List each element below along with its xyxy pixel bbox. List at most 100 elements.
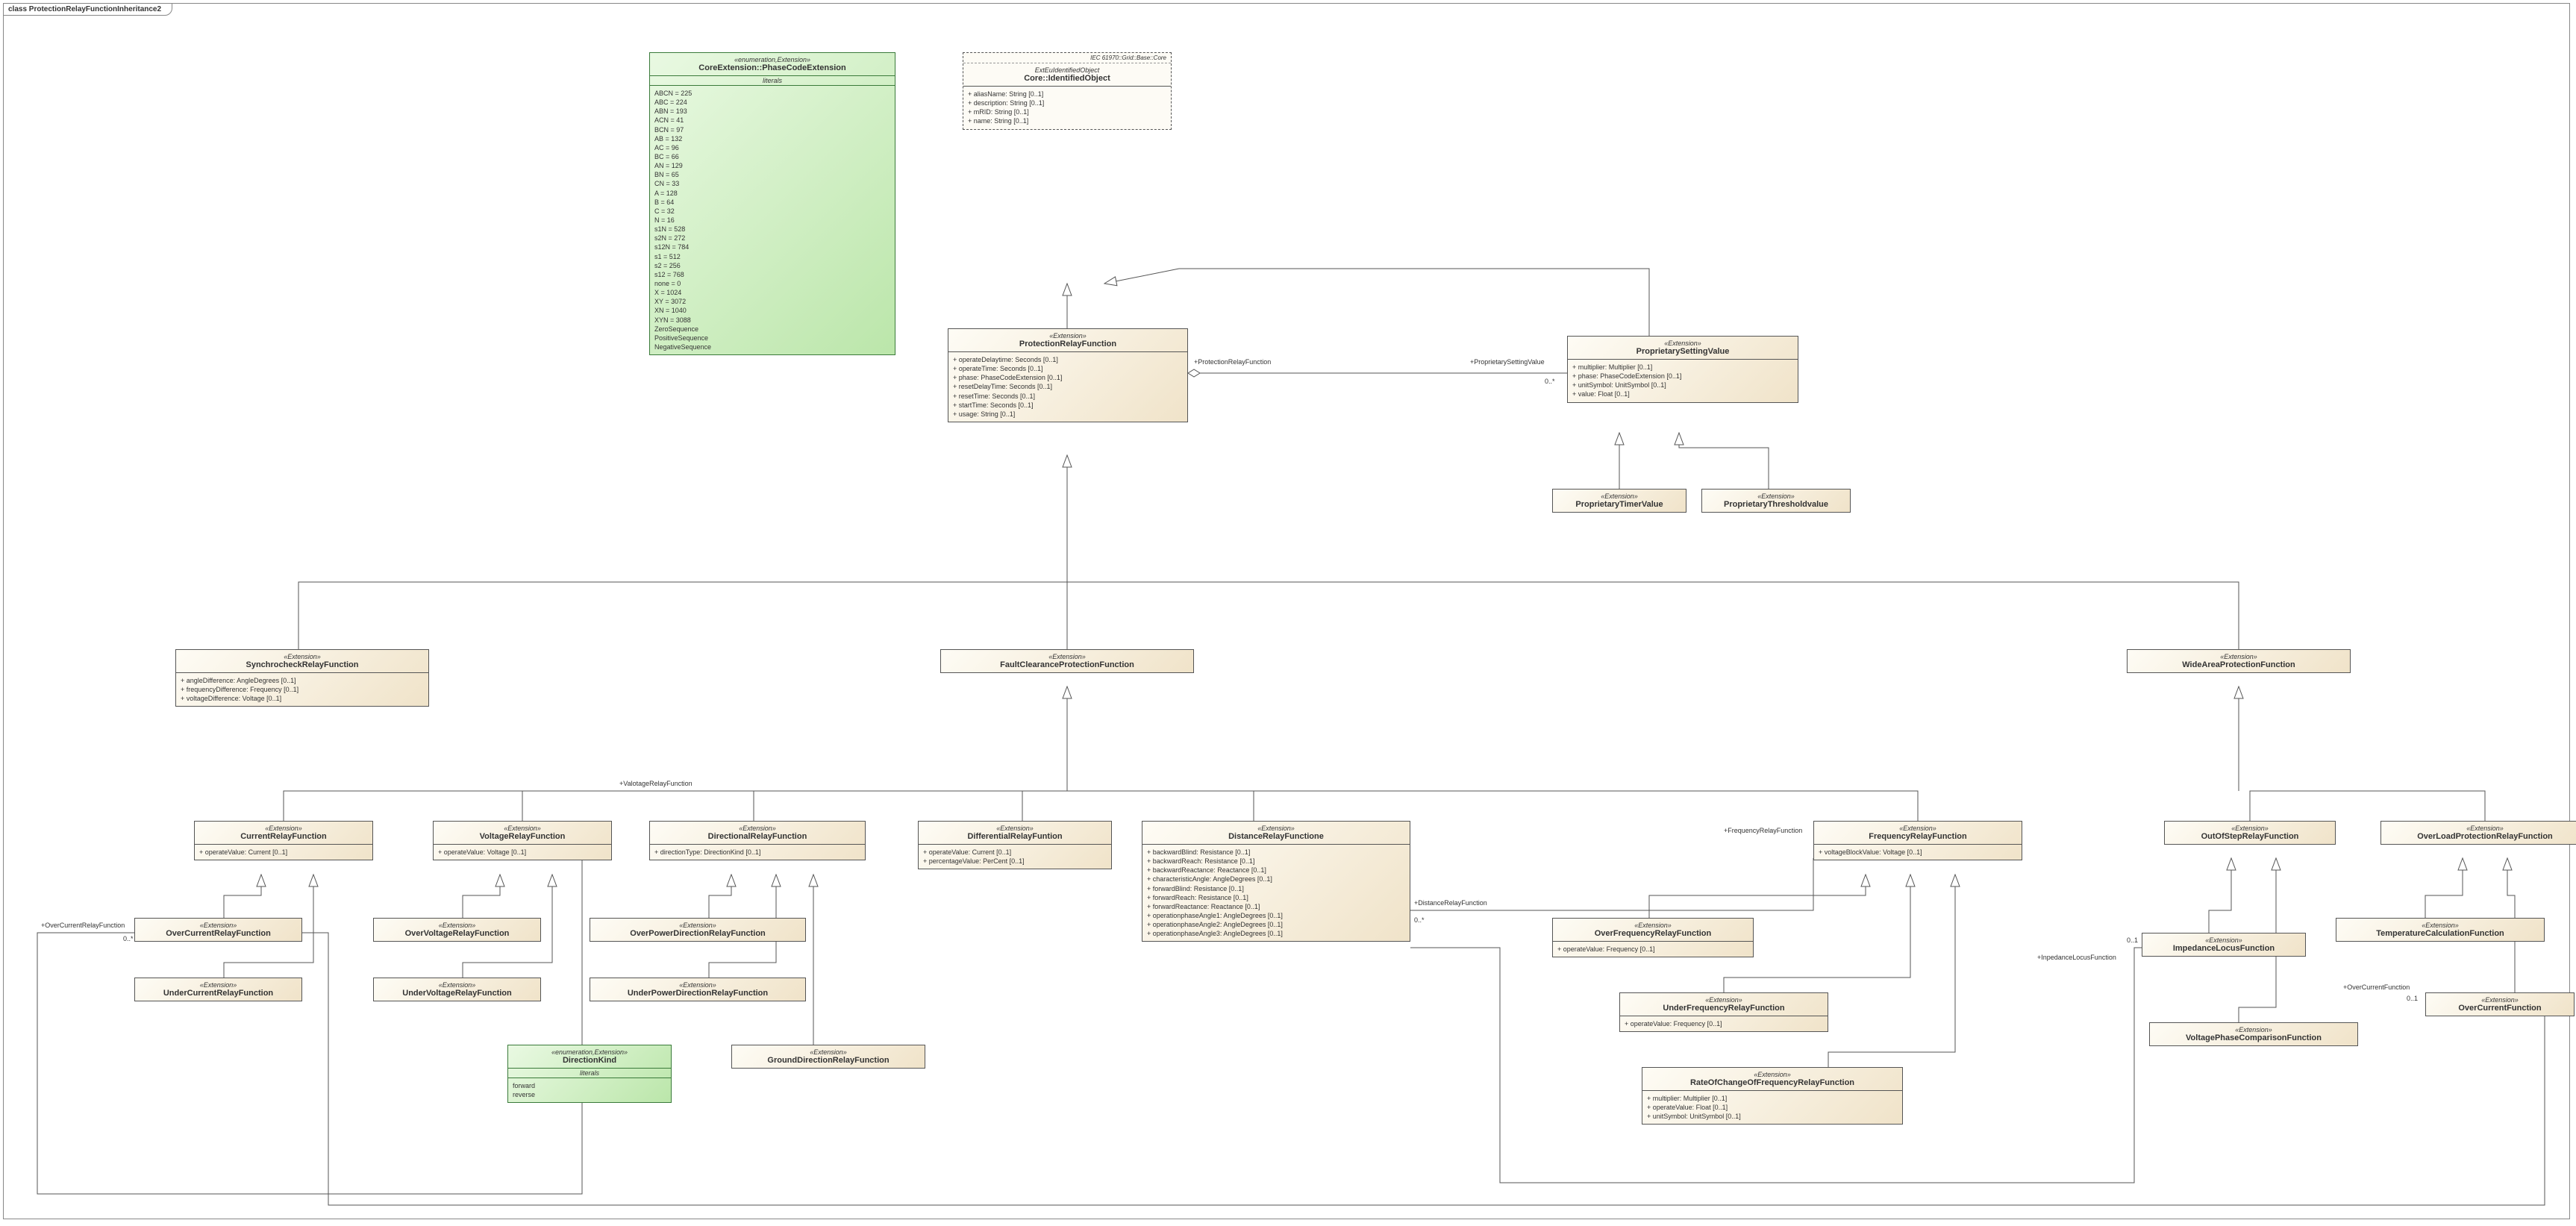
attrs: + multiplier: Multiplier [0..1]+ operate… bbox=[1642, 1091, 1902, 1124]
list-item: NegativeSequence bbox=[654, 343, 890, 351]
stereo: «Extension» bbox=[2169, 825, 2330, 832]
list-item: + angleDifference: AngleDegrees [0..1] bbox=[181, 676, 424, 685]
list-item: + backwardBlind: Resistance [0..1] bbox=[1147, 848, 1405, 857]
list-item: + backwardReach: Resistance [0..1] bbox=[1147, 857, 1405, 866]
class-underfrequencyrelay: «Extension» UnderFrequencyRelayFunction … bbox=[1619, 992, 1828, 1032]
name: Core::IdentifiedObject bbox=[968, 74, 1166, 83]
list-item: BN = 65 bbox=[654, 170, 890, 179]
list-item: AN = 129 bbox=[654, 161, 890, 170]
stereo: «enumeration,Extension» bbox=[513, 1048, 666, 1056]
list-item: s1N = 528 bbox=[654, 225, 890, 234]
list-item: XN = 1040 bbox=[654, 306, 890, 315]
list-item: ABN = 193 bbox=[654, 107, 890, 116]
list-item: AB = 132 bbox=[654, 134, 890, 143]
stereo: «enumeration,Extension» bbox=[654, 56, 890, 63]
stereo: «Extension» bbox=[1625, 996, 1823, 1004]
section: literals bbox=[508, 1069, 671, 1078]
role-psv-mult: 0..* bbox=[1545, 378, 1555, 385]
list-item: + voltageDifference: Voltage [0..1] bbox=[181, 694, 424, 703]
class-outofstep: «Extension» OutOfStepRelayFunction bbox=[2164, 821, 2336, 845]
role-prf: +ProtectionRelayFunction bbox=[1194, 358, 1271, 366]
stereo: «Extension» bbox=[378, 922, 536, 929]
class-proprietarythresholdvalue: «Extension» ProprietaryThresholdvalue bbox=[1701, 489, 1851, 513]
enum-phasecodeextension: «enumeration,Extension» CoreExtension::P… bbox=[649, 52, 895, 355]
list-item: BCN = 97 bbox=[654, 125, 890, 134]
list-item: + aliasName: String [0..1] bbox=[968, 90, 1166, 98]
class-impedancelocus: «Extension» ImpedanceLocusFunction bbox=[2142, 933, 2306, 957]
class-currentrelay: «Extension» CurrentRelayFunction + opera… bbox=[194, 821, 373, 860]
list-item: + operateValue: Current [0..1] bbox=[199, 848, 368, 857]
attrs: + multiplier: Multiplier [0..1]+ phase: … bbox=[1568, 360, 1798, 402]
attrs: + directionType: DirectionKind [0..1] bbox=[650, 845, 865, 860]
class-overcurrentrelay: «Extension» OverCurrentRelayFunction bbox=[134, 918, 302, 942]
list-item: none = 0 bbox=[654, 279, 890, 288]
name: VoltagePhaseComparisonFunction bbox=[2154, 1033, 2353, 1042]
literals: forwardreverse bbox=[508, 1078, 671, 1102]
role-impedance-locus-mult: 0..1 bbox=[2127, 936, 2138, 944]
class-underpowerdirection: «Extension» UnderPowerDirectionRelayFunc… bbox=[590, 978, 806, 1001]
class-faultclearance: «Extension» FaultClearanceProtectionFunc… bbox=[940, 649, 1194, 673]
list-item: BC = 66 bbox=[654, 152, 890, 161]
class-rateofchangefrequency: «Extension» RateOfChangeOfFrequencyRelay… bbox=[1642, 1067, 1903, 1125]
name: GroundDirectionRelayFunction bbox=[737, 1056, 920, 1065]
list-item: + forwardBlind: Resistance [0..1] bbox=[1147, 884, 1405, 893]
pkg: IEC 61970::Grid::Base::Core bbox=[963, 53, 1171, 63]
list-item: + value: Float [0..1] bbox=[1572, 390, 1793, 398]
list-item: s12 = 768 bbox=[654, 270, 890, 279]
stereo: «Extension» bbox=[2147, 936, 2301, 944]
role-distance-relay: +DistanceRelayFunction bbox=[1414, 899, 1487, 907]
list-item: PositiveSequence bbox=[654, 334, 890, 343]
attrs: + operateValue: Voltage [0..1] bbox=[434, 845, 611, 860]
list-item: + operationphaseAngle3: AngleDegrees [0.… bbox=[1147, 929, 1405, 938]
name: ImpedanceLocusFunction bbox=[2147, 944, 2301, 953]
list-item: + unitSymbol: UnitSymbol [0..1] bbox=[1572, 381, 1793, 390]
list-item: + resetDelayTime: Seconds [0..1] bbox=[953, 382, 1183, 391]
class-undervoltagerelay: «Extension» UnderVoltageRelayFunction bbox=[373, 978, 541, 1001]
name: ProtectionRelayFunction bbox=[953, 340, 1183, 348]
list-item: + operateTime: Seconds [0..1] bbox=[953, 364, 1183, 373]
list-item: ACN = 41 bbox=[654, 116, 890, 125]
stereo: «Extension» bbox=[181, 653, 424, 660]
stereo: «Extension» bbox=[199, 825, 368, 832]
list-item: + characteristicAngle: AngleDegrees [0..… bbox=[1147, 875, 1405, 883]
class-proprietarytimervalue: «Extension» ProprietaryTimerValue bbox=[1552, 489, 1686, 513]
stereo: «Extension» bbox=[1707, 492, 1845, 500]
list-item: XYN = 3088 bbox=[654, 316, 890, 325]
name: ProprietaryTimerValue bbox=[1557, 500, 1681, 509]
list-item: + directionType: DirectionKind [0..1] bbox=[654, 848, 860, 857]
name: DirectionalRelayFunction bbox=[654, 832, 860, 841]
stereo: «Extension» bbox=[1572, 340, 1793, 347]
role-overcurrent-func: +OverCurrentFunction bbox=[2343, 983, 2410, 991]
name: UnderCurrentRelayFunction bbox=[140, 989, 297, 998]
name: ProprietarySettingValue bbox=[1572, 347, 1793, 356]
class-protectionrelayfunction: «Extension» ProtectionRelayFunction + op… bbox=[948, 328, 1188, 422]
role-overcurrent-func-mult: 0..1 bbox=[2407, 995, 2418, 1002]
enum-directionkind: «enumeration,Extension» DirectionKind li… bbox=[507, 1045, 672, 1103]
literals: ABCN = 225ABC = 224ABN = 193ACN = 41BCN … bbox=[650, 86, 895, 354]
name: ProprietaryThresholdvalue bbox=[1707, 500, 1845, 509]
attrs: + voltageBlockValue: Voltage [0..1] bbox=[1814, 845, 2022, 860]
list-item: CN = 33 bbox=[654, 179, 890, 188]
name: TemperatureCalculationFunction bbox=[2341, 929, 2539, 938]
stereo: «Extension» bbox=[595, 981, 801, 989]
stereo: «Extension» bbox=[140, 981, 297, 989]
list-item: + unitSymbol: UnitSymbol [0..1] bbox=[1647, 1112, 1898, 1121]
stereo: «Extension» bbox=[595, 922, 801, 929]
list-item: X = 1024 bbox=[654, 288, 890, 297]
list-item: + phase: PhaseCodeExtension [0..1] bbox=[953, 373, 1183, 382]
list-item: + multiplier: Multiplier [0..1] bbox=[1647, 1094, 1898, 1103]
name: RateOfChangeOfFrequencyRelayFunction bbox=[1647, 1078, 1898, 1087]
list-item: ZeroSequence bbox=[654, 325, 890, 334]
list-item: + operateValue: Frequency [0..1] bbox=[1557, 945, 1748, 954]
role-frequency-relay: +FrequencyRelayFunction bbox=[1724, 827, 1802, 834]
name: OverLoadProtectionRelayFunction bbox=[2386, 832, 2576, 841]
stereo: «Extension» bbox=[1557, 492, 1681, 500]
list-item: ABCN = 225 bbox=[654, 89, 890, 98]
attrs: + operateDelaytime: Seconds [0..1]+ oper… bbox=[948, 352, 1187, 422]
list-item: + multiplier: Multiplier [0..1] bbox=[1572, 363, 1793, 372]
list-item: ABC = 224 bbox=[654, 98, 890, 107]
class-widearea: «Extension» WideAreaProtectionFunction bbox=[2127, 649, 2351, 673]
class-voltagerelay: «Extension» VoltageRelayFunction + opera… bbox=[433, 821, 612, 860]
list-item: + startTime: Seconds [0..1] bbox=[953, 401, 1183, 410]
name: DifferentialRelayFuntion bbox=[923, 832, 1107, 841]
